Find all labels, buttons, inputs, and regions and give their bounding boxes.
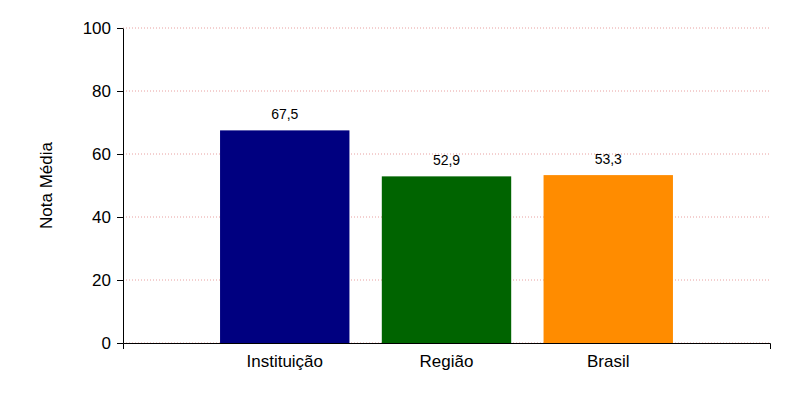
y-tick-mark (117, 343, 123, 344)
x-tick-label: Instituição (246, 352, 323, 371)
data-label: 67,5 (271, 106, 298, 122)
y-tick-mark (117, 154, 123, 155)
y-axis-title: Nota Média (37, 141, 56, 228)
y-axis: 0 20 40 60 80 100 (83, 19, 124, 353)
x-tick-label: Brasil (587, 352, 630, 371)
y-tick: 60 (92, 145, 123, 164)
y-axis-line (123, 29, 124, 344)
y-tick: 80 (92, 82, 123, 101)
y-tick-label: 60 (92, 145, 111, 164)
bar (544, 175, 673, 343)
y-tick-mark (117, 280, 123, 281)
grid (123, 28, 770, 343)
chart: 67,5 52,9 53,3 0 20 40 60 80 100 Instituição Regiã… (0, 0, 800, 400)
y-tick-label: 0 (102, 334, 111, 353)
bar (220, 130, 349, 343)
y-tick-label: 40 (92, 208, 111, 227)
y-tick-label: 20 (92, 271, 111, 290)
grid-line (123, 91, 770, 92)
x-tick: Instituição (246, 343, 323, 371)
data-label: 53,3 (595, 151, 622, 167)
bars (220, 130, 673, 343)
grid-line (123, 28, 770, 29)
x-tick: Brasil (587, 343, 630, 371)
y-tick: 0 (102, 334, 123, 353)
data-label: 52,9 (433, 152, 460, 168)
y-tick-mark (117, 91, 123, 92)
y-tick: 20 (92, 271, 123, 290)
x-axis: Instituição Região Brasil (124, 343, 771, 371)
y-tick: 40 (92, 208, 123, 227)
x-axis-line (124, 344, 771, 350)
y-tick-label: 100 (83, 19, 111, 38)
bar (382, 176, 511, 343)
y-tick: 100 (83, 19, 123, 38)
data-labels: 67,5 52,9 53,3 (271, 106, 622, 168)
y-tick-mark (117, 28, 123, 29)
y-tick-mark (117, 217, 123, 218)
y-tick-label: 80 (92, 82, 111, 101)
x-tick: Região (420, 343, 474, 371)
x-tick-label: Região (420, 352, 474, 371)
